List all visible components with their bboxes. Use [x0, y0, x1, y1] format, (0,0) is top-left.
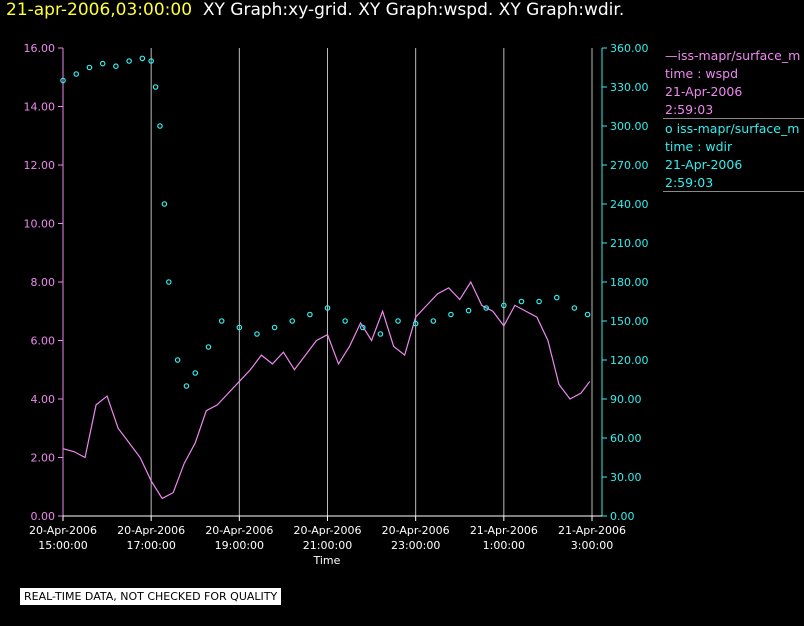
x-tick-time: 1:00:00	[483, 539, 525, 552]
wdir-point	[113, 63, 119, 69]
x-tick-time: 15:00:00	[38, 539, 87, 552]
wspd-series-line	[62, 280, 591, 500]
x-tick-date: 20-Apr-2006	[293, 524, 361, 537]
wdir-point	[192, 370, 199, 376]
wdir-point	[205, 344, 212, 350]
title-graphs: XY Graph:xy-grid. XY Graph:wspd. XY Grap…	[202, 0, 625, 20]
legend-wdir: o iss-mapr/surface_m time : wdir 21-Apr-…	[665, 120, 799, 192]
y-right-tick-label: 240.00	[610, 198, 649, 211]
wdir-point	[553, 294, 560, 301]
legend-wspd-vars: time : wspd	[665, 66, 739, 81]
y-right-tick-label: 60.00	[610, 432, 642, 445]
legend-wdir-vars: time : wdir	[665, 139, 733, 154]
wdir-point	[501, 302, 507, 309]
y-right-tick-label: 210.00	[610, 237, 649, 250]
x-tick-date: 21-Apr-2006	[470, 524, 538, 537]
wdir-point	[157, 123, 163, 129]
wdir-point	[377, 331, 384, 337]
wdir-point	[218, 318, 225, 324]
x-tick-date: 20-Apr-2006	[382, 524, 450, 537]
legend-wspd-date: 21-Apr-2006	[665, 84, 743, 99]
y-left-tick-label: 12.00	[24, 159, 56, 172]
wdir-point	[465, 307, 472, 314]
legend-wdir-name: iss-mapr/surface_m	[676, 121, 800, 136]
wdir-point	[161, 201, 168, 207]
wdir-point	[342, 318, 348, 324]
legend-divider	[663, 118, 804, 119]
wdir-point	[73, 71, 80, 77]
wdir-point	[483, 305, 490, 311]
x-axis-label: Time	[313, 554, 341, 567]
x-tick-time: 19:00:00	[215, 539, 264, 552]
y-left-tick-label: 8.00	[31, 276, 56, 289]
x-tick-time: 23:00:00	[391, 539, 440, 552]
x-tick-time: 3:00:00	[571, 539, 613, 552]
y-right-tick-label: 180.00	[610, 276, 649, 289]
wdir-point	[289, 318, 296, 324]
wdir-point	[86, 64, 93, 71]
legend-wdir-time: 2:59:03	[665, 175, 714, 190]
y-right-tick-label: 90.00	[610, 393, 642, 406]
legend-wspd-time: 2:59:03	[665, 102, 714, 117]
wdir-point	[448, 311, 454, 318]
legend-wspd: —iss-mapr/surface_m time : wspd 21-Apr-2…	[665, 47, 800, 119]
title-timestamp: 21-apr-2006,03:00:00	[6, 0, 193, 20]
wdir-point	[307, 311, 313, 318]
wdir-point	[430, 318, 437, 324]
wdir-point	[126, 58, 132, 64]
wdir-point	[395, 318, 401, 324]
wdir-point	[174, 357, 181, 363]
wdir-point	[254, 331, 260, 337]
wdir-point	[183, 383, 190, 389]
wdir-point	[166, 279, 172, 285]
wdir-point	[236, 324, 243, 331]
wdir-point	[584, 311, 591, 318]
wdir-point	[571, 305, 578, 311]
wdir-point	[518, 298, 525, 305]
quality-disclaimer: REAL-TIME DATA, NOT CHECKED FOR QUALITY	[20, 588, 282, 605]
y-left-tick-label: 4.00	[31, 393, 56, 406]
wdir-point	[139, 55, 146, 62]
wdir-point	[359, 324, 366, 331]
y-left-tick-label: 2.00	[31, 452, 56, 465]
y-right-tick-label: 120.00	[610, 354, 649, 367]
x-tick-date: 20-Apr-2006	[205, 524, 273, 537]
wdir-point	[148, 58, 154, 64]
chart-title: 21-apr-2006,03:00:00 XY Graph:xy-grid. X…	[6, 0, 624, 20]
x-tick-time: 17:00:00	[126, 539, 175, 552]
y-right-tick-label: 0.00	[610, 510, 635, 523]
x-tick-date: 21-Apr-2006	[558, 524, 626, 537]
y-right-tick-label: 330.00	[610, 81, 649, 94]
y-right-tick-label: 270.00	[610, 159, 649, 172]
y-right-tick-label: 30.00	[610, 471, 642, 484]
wdir-point	[99, 60, 106, 67]
y-left-tick-label: 6.00	[31, 335, 56, 348]
y-right-tick-label: 150.00	[610, 315, 649, 328]
wdir-point	[60, 77, 66, 84]
y-right-tick-label: 360.00	[610, 42, 649, 55]
legend-divider	[663, 191, 804, 192]
legend-wdir-marker-icon: o	[665, 121, 677, 136]
wdir-point	[412, 320, 419, 327]
wdir-point	[536, 298, 542, 305]
wdir-point	[324, 305, 331, 311]
wdir-point	[271, 324, 278, 331]
wdir-point	[152, 84, 159, 90]
x-tick-time: 21:00:00	[303, 539, 352, 552]
y-left-tick-label: 0.00	[31, 510, 56, 523]
legend-wspd-name: —iss-mapr/surface_m	[665, 48, 801, 63]
legend-wdir-date: 21-Apr-2006	[665, 157, 743, 172]
y-right-tick-label: 300.00	[610, 120, 649, 133]
y-left-tick-label: 10.00	[24, 218, 56, 231]
x-tick-date: 20-Apr-2006	[29, 524, 97, 537]
y-left-tick-label: 16.00	[24, 42, 56, 55]
y-left-tick-label: 14.00	[24, 101, 56, 114]
x-tick-date: 20-Apr-2006	[117, 524, 185, 537]
